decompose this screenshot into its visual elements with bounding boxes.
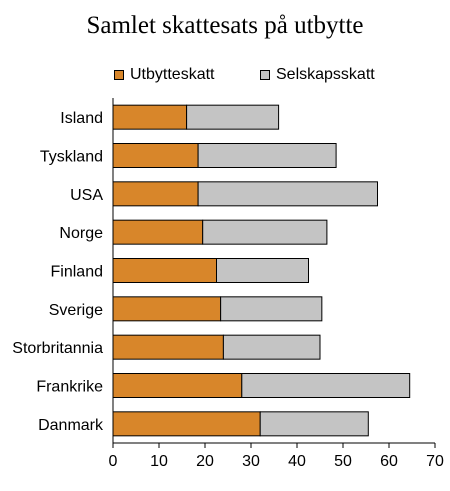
y-tick-label-frankrike: Frankrike bbox=[36, 379, 103, 396]
bar-selskapsskatt-finland bbox=[216, 258, 309, 283]
y-tick-label-finland: Finland bbox=[51, 264, 103, 281]
y-tick-label-usa: USA bbox=[70, 187, 103, 204]
chart-title: Samlet skattesats på utbytte bbox=[86, 12, 364, 39]
legend-label-utbytteskatt: Utbytteskatt bbox=[130, 66, 215, 83]
legend-item-utbytteskatt: Utbytteskatt bbox=[114, 66, 214, 84]
bar-selskapsskatt-sverige bbox=[220, 296, 323, 322]
bar-utbytteskatt-finland bbox=[112, 258, 217, 283]
x-tick-label-60: 60 bbox=[380, 453, 398, 470]
bar-utbytteskatt-island bbox=[112, 104, 188, 130]
bar-selskapsskatt-danmark bbox=[259, 411, 369, 437]
x-tick-label-40: 40 bbox=[288, 453, 306, 470]
bar-utbytteskatt-tyskland bbox=[112, 143, 199, 168]
x-tick-label-50: 50 bbox=[334, 453, 352, 470]
bar-utbytteskatt-usa bbox=[112, 181, 199, 207]
y-tick-label-danmark: Danmark bbox=[38, 417, 104, 434]
x-tick-label-70: 70 bbox=[426, 453, 444, 470]
x-tick-label-20: 20 bbox=[196, 453, 214, 470]
bar-utbytteskatt-frankrike bbox=[112, 373, 243, 398]
bar-utbytteskatt-sverige bbox=[112, 296, 222, 322]
bar-selskapsskatt-usa bbox=[197, 181, 378, 207]
y-tick-label-norge: Norge bbox=[59, 225, 103, 242]
bar-selskapsskatt-storbritannia bbox=[222, 334, 321, 360]
legend-label-selskapsskatt: Selskapsskatt bbox=[276, 66, 375, 83]
bar-utbytteskatt-norge bbox=[112, 219, 204, 245]
y-tick-label-island: Island bbox=[60, 110, 103, 127]
legend-swatch-selskapsskatt bbox=[260, 70, 270, 80]
x-tick-label-30: 30 bbox=[242, 453, 260, 470]
bar-utbytteskatt-storbritannia bbox=[112, 334, 224, 360]
bar-selskapsskatt-norge bbox=[202, 219, 328, 245]
bar-selskapsskatt-island bbox=[186, 104, 280, 130]
x-tick-label-10: 10 bbox=[150, 453, 168, 470]
bar-selskapsskatt-frankrike bbox=[241, 373, 411, 398]
y-tick-label-sverige: Sverige bbox=[49, 302, 103, 319]
legend-item-selskapsskatt: Selskapsskatt bbox=[260, 66, 375, 84]
y-tick-label-tyskland: Tyskland bbox=[40, 149, 103, 166]
x-tick-label-0: 0 bbox=[109, 453, 118, 470]
legend-swatch-utbytteskatt bbox=[114, 70, 124, 80]
y-tick-label-storbritannia: Storbritannia bbox=[12, 340, 103, 357]
bar-utbytteskatt-danmark bbox=[112, 411, 261, 437]
bar-selskapsskatt-tyskland bbox=[197, 143, 337, 168]
